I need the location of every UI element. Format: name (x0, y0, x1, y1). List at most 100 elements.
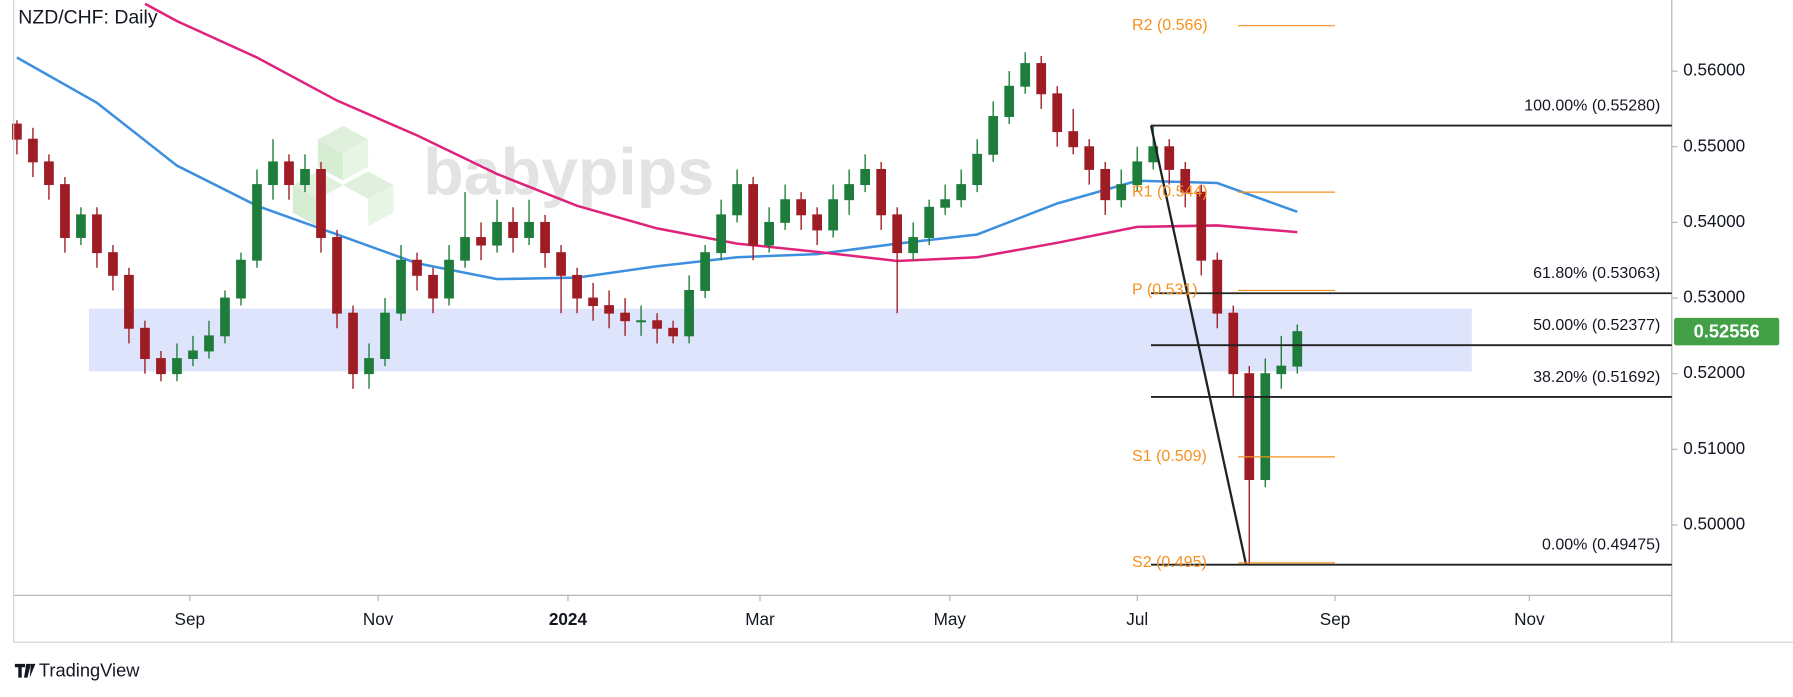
candle-body (1100, 168, 1111, 201)
last-price-box (1674, 317, 1780, 346)
fib-label: 0.00% (0.49475) (1542, 536, 1660, 553)
tradingview-logo (14, 663, 36, 678)
candle-body (1004, 85, 1015, 117)
candle-body (556, 252, 566, 276)
y-tick-label: 0.56000 (1683, 60, 1745, 80)
last-price-label: 0.52556 (1694, 321, 1760, 342)
candle-body (764, 221, 774, 246)
y-tick-label: 0.52000 (1683, 362, 1745, 382)
footer: TradingView (39, 660, 140, 681)
zone-layer (88, 308, 1472, 372)
candle-body (1180, 168, 1191, 193)
candle-body (1116, 184, 1127, 201)
candle-body (844, 184, 855, 201)
candle-body (172, 358, 182, 375)
candle-body (428, 274, 438, 299)
candle-body (412, 259, 422, 276)
x-tick-label: Sep (1320, 609, 1350, 629)
candle-body (444, 259, 454, 299)
candle-body (732, 184, 742, 216)
candle-body (348, 312, 358, 375)
candle-body (1084, 146, 1095, 170)
candle-body (1260, 373, 1271, 481)
candle-body (364, 358, 374, 375)
candle-body (332, 237, 342, 314)
candle-body (268, 161, 278, 186)
candle-body (940, 199, 951, 208)
candle-body (908, 237, 919, 254)
candle-body (604, 305, 614, 314)
candle-body (652, 320, 662, 329)
candle-body (1244, 373, 1255, 481)
y-tick-label: 0.51000 (1683, 438, 1745, 458)
candle-body (956, 184, 967, 201)
fib-label: 38.20% (0.51692) (1533, 369, 1660, 386)
pivot-label: S1 (0.509) (1132, 448, 1207, 465)
y-tick-label: 0.54000 (1683, 211, 1745, 231)
candle-body (540, 221, 550, 254)
candle-body (380, 312, 390, 360)
y-tick-label: 0.55000 (1683, 135, 1745, 155)
x-tick-label: Jul (1126, 609, 1148, 629)
candle-body (748, 184, 758, 246)
fib-label: 61.80% (0.53063) (1533, 265, 1660, 282)
candle-body (76, 214, 86, 238)
candle-body (572, 274, 582, 299)
candle-body (1228, 312, 1239, 375)
candle-body (508, 221, 518, 238)
candle-body (1164, 146, 1175, 170)
candle-body (460, 237, 470, 261)
candle-body (1020, 63, 1031, 87)
candle-body (636, 320, 646, 323)
candle-body (28, 138, 38, 163)
moving-average (144, 2, 1298, 263)
y-tick-label: 0.50000 (1683, 513, 1745, 533)
candle-body (204, 335, 214, 352)
moving-average (16, 56, 1298, 281)
candle-body (780, 199, 790, 223)
candle-body (396, 259, 406, 314)
grid-layer (189, 70, 1678, 602)
x-tick-label: 2024 (549, 609, 588, 629)
y-tick-label: 0.53000 (1683, 287, 1745, 307)
candle-body (524, 221, 534, 238)
watermark: babypips (423, 136, 714, 210)
pivot-label: R1 (0.544) (1132, 183, 1208, 200)
fib-label: 50.00% (0.52377) (1533, 317, 1660, 334)
candle-body (620, 312, 630, 322)
candle-body (812, 214, 823, 231)
candle-body (1132, 161, 1143, 186)
candle-body (156, 358, 166, 375)
candle-body (924, 206, 935, 238)
candle-body (668, 327, 678, 337)
candle-body (1196, 191, 1207, 261)
support-zone (88, 308, 1472, 372)
candle-body (140, 327, 150, 360)
candle-body (892, 214, 903, 254)
candle-body (684, 290, 694, 337)
candle-body (988, 116, 999, 155)
candle-body (124, 274, 134, 329)
candle-body (716, 214, 726, 254)
candle-body (700, 252, 710, 291)
candle-body (252, 184, 262, 261)
candle-body (588, 297, 598, 307)
candle-body (1212, 259, 1223, 314)
x-tick-label: Mar (745, 609, 775, 629)
candle-body (1276, 365, 1287, 375)
candle-body (876, 168, 887, 216)
mark-layer (12, 2, 1303, 565)
fib-trend-line (1149, 125, 1248, 565)
candle-body (220, 297, 230, 337)
pivot-label: S2 (0.495) (1132, 554, 1207, 571)
fib-label: 100.00% (0.55280) (1524, 97, 1660, 114)
candle-body (1068, 131, 1079, 148)
chart-title: NZD/CHF: Daily (18, 6, 158, 28)
candle-body (44, 161, 54, 186)
candle-body (796, 199, 807, 216)
x-tick-label: Nov (1514, 609, 1545, 629)
x-tick-label: Sep (175, 609, 205, 629)
candle-body (300, 168, 310, 186)
candle-body (12, 123, 22, 140)
